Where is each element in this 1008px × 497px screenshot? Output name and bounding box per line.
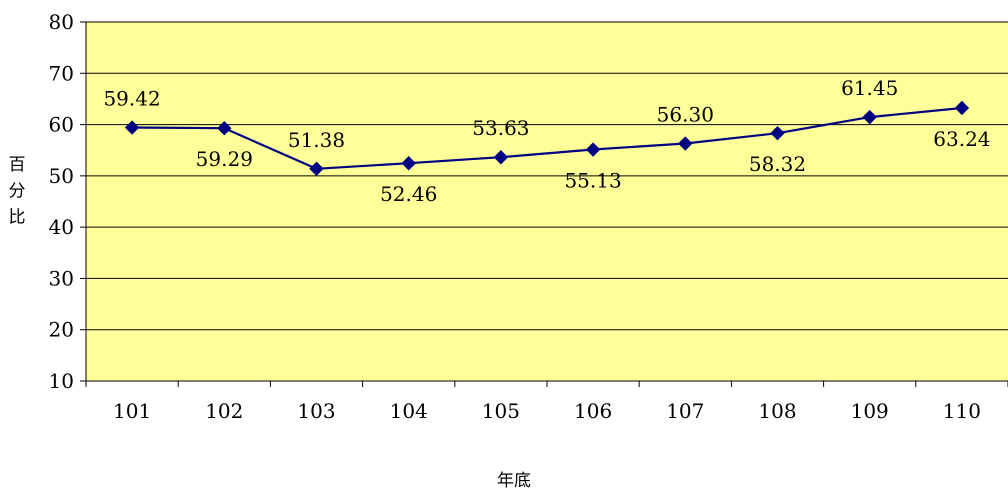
x-tick-label: 104 (390, 399, 428, 423)
series-line (132, 106, 963, 170)
y-tick-label: 60 (49, 113, 74, 137)
x-tick-label: 110 (943, 399, 981, 423)
data-label: 52.46 (380, 182, 437, 206)
x-tick-label: 103 (297, 399, 335, 423)
data-label: 53.63 (472, 116, 529, 140)
x-tick-label: 109 (851, 399, 889, 423)
data-point-marker (309, 161, 324, 176)
y-axis-title-char: 百 (9, 155, 26, 175)
x-tick-label: 102 (205, 399, 243, 423)
data-label: 56.30 (657, 103, 714, 127)
x-tick-label: 108 (758, 399, 796, 423)
x-axis-title: 年底 (497, 471, 531, 491)
x-tick-label: 107 (666, 399, 704, 423)
data-point-marker (493, 150, 509, 165)
y-tick-label: 40 (49, 215, 74, 239)
y-axis-title-char: 分 (9, 181, 26, 201)
plot-area (86, 22, 1008, 381)
data-point-marker (124, 120, 140, 135)
data-label: 51.38 (288, 128, 345, 152)
data-point-marker (862, 109, 877, 125)
data-label: 61.45 (841, 76, 898, 100)
y-tick-label: 50 (49, 164, 74, 188)
data-label: 55.13 (564, 169, 621, 193)
data-label: 59.42 (103, 87, 160, 111)
y-tick-label: 30 (49, 266, 74, 290)
data-point-marker (678, 136, 693, 151)
data-point-marker (217, 121, 232, 136)
y-tick-label: 10 (49, 369, 74, 393)
data-label: 58.32 (749, 152, 806, 176)
x-tick-label: 101 (113, 399, 151, 423)
y-tick-label: 80 (49, 10, 74, 34)
y-tick-label: 20 (49, 318, 74, 342)
data-label: 63.24 (933, 127, 990, 151)
y-tick-label: 70 (49, 61, 74, 85)
y-axis-title-char: 比 (9, 208, 26, 228)
x-tick-label: 105 (482, 399, 520, 423)
data-label: 59.29 (196, 147, 253, 171)
data-point-marker (401, 156, 416, 171)
data-point-marker (585, 142, 601, 157)
data-point-marker (770, 125, 785, 141)
data-point-marker (954, 100, 970, 116)
y-axis-title: 百分比 (9, 155, 26, 228)
x-tick-label: 106 (574, 399, 612, 423)
